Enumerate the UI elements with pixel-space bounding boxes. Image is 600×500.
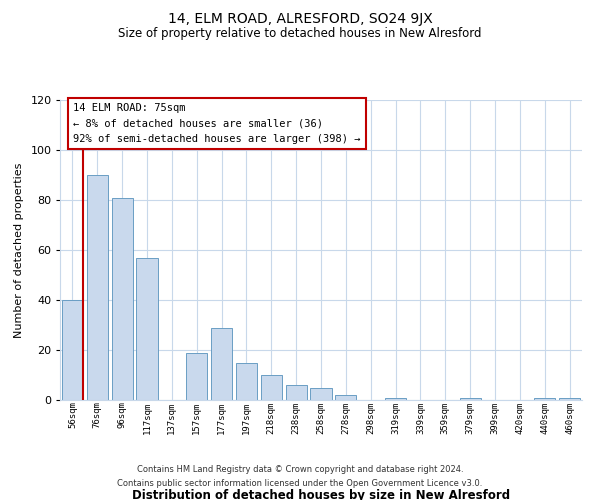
Text: 14 ELM ROAD: 75sqm
← 8% of detached houses are smaller (36)
92% of semi-detached: 14 ELM ROAD: 75sqm ← 8% of detached hous…	[73, 103, 361, 144]
Bar	[87, 175, 108, 400]
Bar	[460, 398, 481, 400]
Text: Size of property relative to detached houses in New Alresford: Size of property relative to detached ho…	[118, 28, 482, 40]
Bar	[385, 398, 406, 400]
Bar	[559, 398, 580, 400]
Bar	[186, 352, 207, 400]
Bar	[286, 385, 307, 400]
Bar	[310, 388, 332, 400]
Bar	[534, 398, 555, 400]
X-axis label: Distribution of detached houses by size in New Alresford: Distribution of detached houses by size …	[132, 489, 510, 500]
Text: Contains HM Land Registry data © Crown copyright and database right 2024.
Contai: Contains HM Land Registry data © Crown c…	[118, 466, 482, 487]
Bar	[335, 395, 356, 400]
Bar	[136, 258, 158, 400]
Text: 14, ELM ROAD, ALRESFORD, SO24 9JX: 14, ELM ROAD, ALRESFORD, SO24 9JX	[167, 12, 433, 26]
Bar	[211, 328, 232, 400]
Y-axis label: Number of detached properties: Number of detached properties	[14, 162, 23, 338]
Bar	[62, 300, 83, 400]
Bar	[261, 375, 282, 400]
Bar	[112, 198, 133, 400]
Bar	[236, 362, 257, 400]
